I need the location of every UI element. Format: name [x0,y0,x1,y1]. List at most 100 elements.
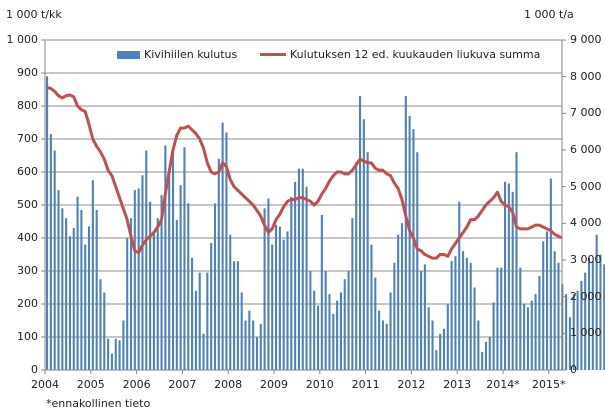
right-axis-tick: 3 000 [570,253,602,266]
bar [473,287,476,370]
bar [427,307,430,370]
bar [107,338,110,370]
bar [129,218,133,370]
bar [362,119,365,370]
bar [316,305,320,370]
bar [515,152,518,370]
bar [603,264,605,370]
bar [500,267,503,370]
bar [492,302,495,370]
bar [49,134,52,370]
x-axis-tick: 2015* [532,378,566,391]
bar [450,261,453,370]
bar [351,218,354,370]
bar [110,353,113,370]
bar [61,208,64,370]
bar [156,218,159,370]
bar [328,294,331,370]
bar [423,264,426,370]
bar [542,241,545,370]
bar [397,234,400,370]
bar [404,96,407,370]
bar [225,132,228,370]
bar [114,338,117,370]
bar [477,320,480,370]
bar [576,290,579,370]
bar [336,300,339,370]
bar [534,294,537,370]
right-axis-tick: 6 000 [570,143,602,156]
legend-item-bar: Kivihiilen kulutus [117,48,237,61]
bar [420,271,423,370]
bar [358,96,362,370]
bar [240,292,243,370]
bar [530,300,533,370]
bar [332,313,335,370]
bar [141,175,144,370]
bar [290,196,293,370]
bar [381,320,384,370]
legend-item-line: Kulutuksen 12 ed. kuukauden liukuva summ… [260,48,540,61]
left-axis-tick: 600 [17,165,38,178]
bar [389,292,392,370]
bar [278,226,281,370]
left-axis-tick: 100 [17,330,38,343]
bar [507,183,510,370]
x-axis-tick: 2009 [260,378,288,391]
bar [465,257,468,370]
bar [213,203,217,370]
bar [217,158,220,370]
bar [305,186,308,370]
bar [103,292,106,370]
bar [164,145,167,370]
bar [595,234,598,370]
bar [549,178,552,370]
right-axis-tick: 2 000 [570,289,602,303]
bar [355,162,358,370]
bar [95,209,98,370]
bar [313,290,316,370]
bar [57,190,60,370]
bar [412,129,415,370]
footnote: *ennakollinen tieto [46,397,151,410]
bar [122,320,125,370]
moving-sum-line [46,86,563,260]
bar [145,150,148,370]
legend-bar-label: Kivihiilen kulutus [144,48,238,61]
bar [206,272,209,370]
bar [446,304,449,370]
bar [339,292,342,370]
bar [343,279,346,370]
right-axis-tick: 4 000 [570,216,602,230]
bar [557,262,560,370]
bar [236,261,239,370]
bar [400,223,404,370]
bar [259,323,262,370]
bar [408,115,411,371]
bar [80,209,83,370]
bar [416,152,419,370]
bar [194,290,197,370]
bar [187,203,190,370]
x-axis-tick: 2010 [305,378,334,391]
bar [538,275,541,370]
bar [378,310,381,370]
bar [385,323,388,370]
bar [252,320,255,370]
bar [152,231,155,370]
bar [526,307,529,370]
bar [431,320,434,370]
bar [297,168,300,370]
left-axis-tick: 1 000 [6,33,39,46]
bar [572,294,575,370]
bar [462,251,465,370]
left-axis-tick: 900 [17,66,38,79]
left-axis-unit: 1 000 t/kk [6,8,62,21]
bar [210,242,213,370]
right-axis-tick: 7 000 [570,106,602,120]
x-axis-tick: 2005 [76,378,105,391]
left-axis-tick: 700 [17,132,38,145]
bar [309,271,312,370]
bar [160,195,163,370]
